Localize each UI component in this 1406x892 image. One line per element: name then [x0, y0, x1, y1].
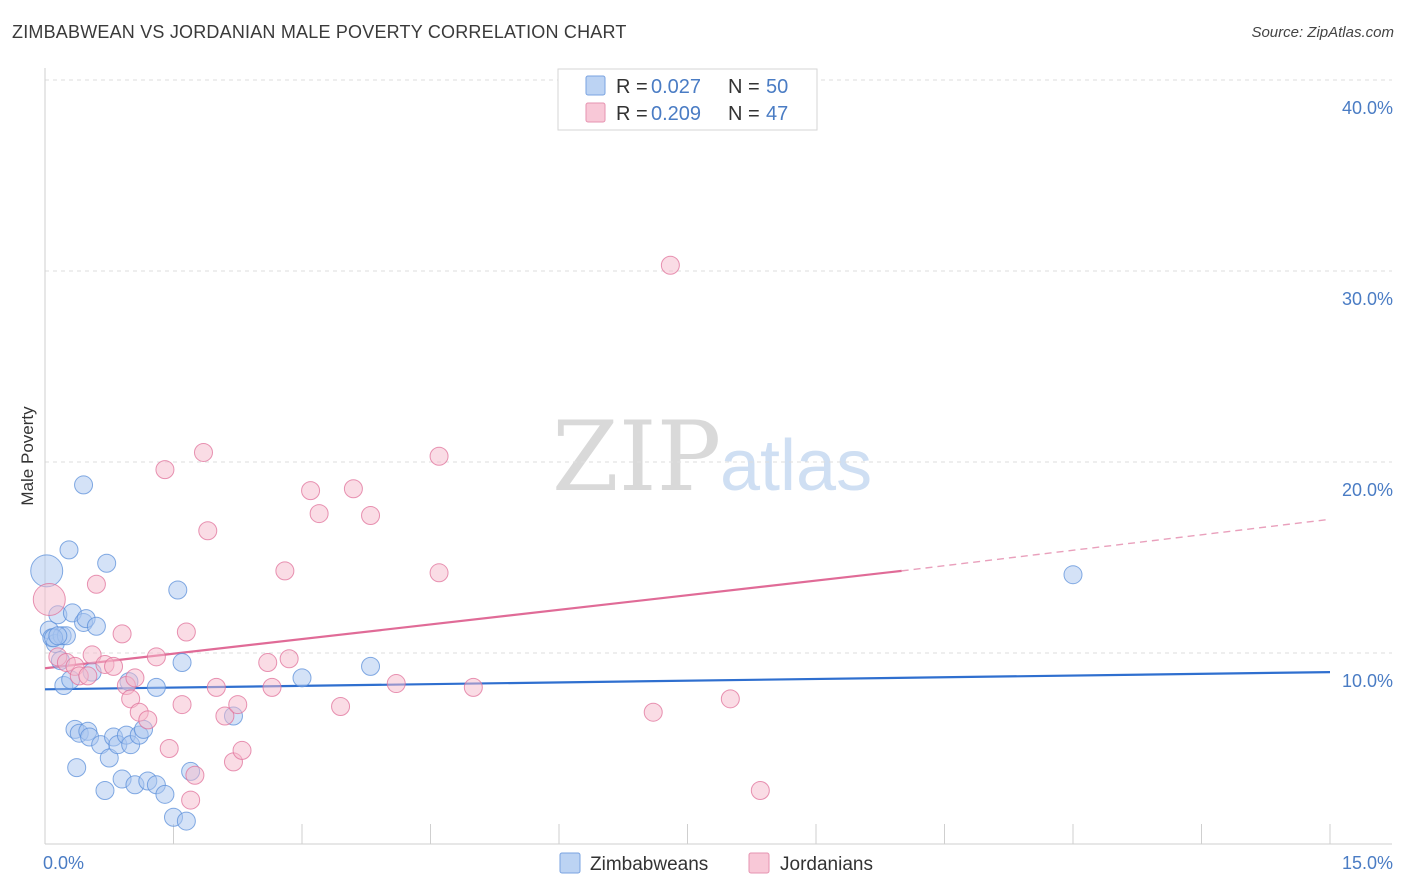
jordanians-point	[181, 790, 201, 810]
legend-jordanians-swatch	[748, 852, 770, 874]
chart-title: ZIMBABWEAN VS JORDANIAN MALE POVERTY COR…	[12, 22, 627, 42]
zimbabweans-point	[48, 626, 68, 646]
zimbabweans-r-value: 0.027	[651, 76, 701, 98]
watermark-atlas: atlas	[720, 426, 872, 506]
jordanians-point	[215, 706, 235, 726]
zimbabweans-point	[1063, 565, 1083, 585]
grid	[45, 79, 1392, 654]
y-axis-label: Male Poverty	[18, 406, 37, 506]
legend-zimbabweans-label: Zimbabweans	[590, 854, 708, 875]
jordanians-point	[258, 653, 278, 673]
jordanians-r-label: R =	[616, 103, 648, 125]
zimbabweans-point	[95, 781, 115, 801]
jordanians-point	[206, 677, 226, 697]
jordanians-point	[86, 574, 106, 594]
zimbabweans-point	[59, 540, 79, 560]
jordanians-point	[193, 442, 213, 462]
jordanians-point	[309, 504, 329, 524]
zimbabweans-point	[86, 616, 106, 636]
zimbabweans-trend-line	[44, 671, 1331, 691]
jordanians-point	[232, 740, 252, 760]
jordanians-point	[155, 460, 175, 480]
y-tick-label: 10.0%	[1342, 671, 1393, 691]
zimbabweans-point	[292, 668, 312, 688]
jordanians-point	[275, 561, 295, 581]
jordanians-point	[262, 677, 282, 697]
jordanians-point	[78, 666, 98, 686]
zimbabweans-point	[74, 475, 94, 495]
stats-legend: R = 0.027 N = 50 R = 0.209 N = 47	[557, 68, 818, 131]
jordanians-n-value: 47	[766, 103, 788, 125]
jordanians-point	[104, 656, 124, 676]
jordanians-point	[343, 479, 363, 499]
jordanians-point	[643, 702, 663, 722]
zimbabweans-point	[172, 653, 192, 673]
x-tick-label: 15.0%	[1342, 853, 1393, 873]
points	[30, 255, 1083, 831]
jordanians-point	[720, 689, 740, 709]
zimbabweans-swatch	[585, 75, 606, 96]
jordanians-point	[146, 647, 166, 667]
jordanians-point	[32, 583, 66, 617]
jordanians-n-label: N =	[728, 103, 760, 125]
jordanians-trend-extension	[901, 518, 1331, 572]
legend-jordanians-label: Jordanians	[780, 854, 873, 875]
tick-labels: 10.0% 20.0% 30.0% 40.0% 0.0% 15.0%	[43, 98, 1393, 873]
jordanians-point	[121, 689, 141, 709]
zimbabweans-point	[97, 553, 117, 573]
jordanians-point	[138, 710, 158, 730]
jordanians-point	[429, 563, 449, 583]
jordanians-point	[463, 677, 483, 697]
watermark-zip: ZIP	[552, 401, 721, 513]
jordanians-point	[185, 765, 205, 785]
jordanians-point	[82, 645, 102, 665]
x-tick-label: 0.0%	[43, 853, 84, 873]
jordanians-r-value: 0.209	[651, 103, 701, 125]
axes	[44, 68, 1392, 845]
zimbabweans-point	[168, 580, 188, 600]
zimbabweans-n-label: N =	[728, 76, 760, 98]
trend-lines	[44, 518, 1331, 691]
y-tick-label: 20.0%	[1342, 480, 1393, 500]
jordanians-point	[361, 505, 381, 525]
zimbabweans-point	[361, 656, 381, 676]
jordanians-point	[660, 255, 680, 275]
jordanians-point	[386, 674, 406, 694]
zimbabweans-point	[67, 758, 87, 778]
zimbabweans-r-label: R =	[616, 76, 648, 98]
jordanians-point	[159, 739, 179, 758]
jordanians-point	[750, 781, 770, 801]
jordanians-point	[176, 622, 196, 642]
legend-zimbabweans-swatch	[559, 852, 581, 874]
zimbabweans-point	[176, 811, 196, 831]
jordanians-point	[112, 624, 132, 644]
series-legend: Zimbabweans Jordanians	[559, 852, 873, 875]
zimbabweans-point	[155, 784, 175, 804]
jordanians-point	[198, 521, 218, 541]
zimbabweans-point	[30, 554, 64, 588]
y-tick-label: 30.0%	[1342, 289, 1393, 309]
zimbabweans-point	[99, 748, 119, 768]
y-tick-label: 40.0%	[1342, 98, 1393, 118]
jordanians-point	[228, 695, 248, 715]
jordanians-point	[429, 446, 449, 466]
jordanians-point	[331, 696, 351, 716]
jordanians-point	[301, 481, 321, 501]
jordanians-point	[279, 649, 299, 669]
jordanians-swatch	[585, 102, 606, 123]
zimbabweans-point	[146, 677, 166, 697]
jordanians-point	[172, 695, 192, 715]
zimbabweans-n-value: 50	[766, 76, 788, 98]
jordanians-point	[125, 668, 145, 688]
source-label: Source: ZipAtlas.com	[1251, 24, 1394, 41]
jordanians-trend-line	[44, 569, 902, 670]
